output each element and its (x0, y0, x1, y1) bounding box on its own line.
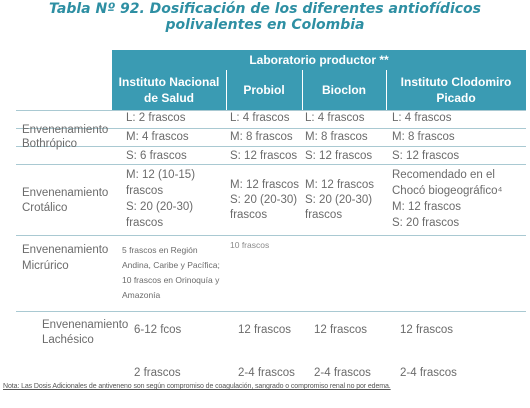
cell-bothropico-probiol-s: S: 12 frascos (230, 150, 298, 162)
cell-bothropico-icp-l: L: 4 frascos (392, 112, 452, 124)
cell-bothropico-bioclon-m: M: 8 frascos (305, 131, 368, 143)
cell-lachesico-probiol: 12 frascos (238, 324, 292, 336)
row-divider (16, 164, 526, 165)
cell-crotalico-probiol-1: M: 12 frascos (230, 179, 300, 191)
cell-bothropico-ins-l: L: 2 frascos (126, 112, 186, 124)
header-col-ins-line1: Instituto Nacional (118, 75, 220, 89)
cell-micrurico-ins-3: 10 frascos en Orinoquía y (122, 275, 220, 285)
cell-lachesico-bioclon: 12 frascos (314, 324, 368, 336)
header-col-probiol-label: Probiol (243, 83, 285, 97)
cell-crotalico-ins-1: M: 12 (10-15) (126, 169, 196, 181)
cell-micrurico-ins-4: Amazonía (122, 290, 161, 300)
row-label-bothropico-2: Bothrópico (22, 138, 77, 150)
cell-micrurico-ins-1: 5 frascos en Región (122, 245, 198, 255)
cell-crotalico-bioclon-2: S: 20 (20-30) (305, 194, 373, 206)
cell-bothropico-icp-m: M: 8 frascos (392, 131, 455, 143)
cell-lachesico-ins: 6-12 fcos (134, 324, 182, 336)
header-col-bioclon-label: Bioclon (322, 83, 366, 97)
title-line-1: Tabla Nº 92. Dosificación de los diferen… (49, 1, 481, 17)
footnote: Nota: Las Dosis Adicionales de antivenen… (3, 383, 391, 390)
row-divider (16, 146, 526, 147)
header-col-icp: Instituto Clodomiro Picado (386, 70, 526, 110)
cell-crotalico-icp-3: M: 12 frascos (392, 201, 462, 213)
row-label-lachesico-1: Envenenamiento (42, 319, 129, 331)
header-laboratorio: Laboratorio productor ** (112, 50, 526, 70)
row-divider (16, 128, 526, 129)
cell-bothropico-bioclon-s: S: 12 frascos (305, 150, 373, 162)
header-col-ins: Instituto Nacional de Salud (112, 70, 226, 110)
row-divider (16, 311, 526, 312)
cell-crotalico-bioclon-1: M: 12 frascos (305, 179, 375, 191)
row-label-lachesico-2: Lachésico (42, 334, 94, 346)
row-label-micrurico-1: Envenenamiento (22, 244, 109, 256)
cell-crotalico-ins-4: frascos (126, 217, 164, 229)
header-col-icp-line1: Instituto Clodomiro (400, 75, 512, 89)
cell-crotalico-probiol-3: frascos (230, 209, 268, 221)
cell-crotalico-ins-2: frascos (126, 185, 164, 197)
row-label-micrurico-2: Micrúrico (22, 260, 69, 272)
header-col-bioclon: Bioclon (302, 70, 386, 110)
row-label-crotalico-1: Envenenamiento (22, 187, 109, 199)
header-col-icp-line2: Picado (436, 91, 476, 105)
cell-bothropico-bioclon-l: L: 4 frascos (305, 112, 365, 124)
header-divider (386, 70, 387, 110)
cell-last-icp: 2-4 frascos (400, 367, 457, 379)
cell-crotalico-bioclon-3: frascos (305, 209, 343, 221)
cell-lachesico-icp: 12 frascos (400, 324, 454, 336)
row-divider (16, 235, 526, 236)
cell-crotalico-icp-4: S: 20 frascos (392, 217, 460, 229)
header-divider (302, 70, 303, 110)
cell-bothropico-probiol-m: M: 8 frascos (230, 131, 293, 143)
header-col-probiol: Probiol (226, 70, 302, 110)
cell-last-ins: 2 frascos (134, 367, 181, 379)
cell-crotalico-icp-2: Chocó biogeográfico⁴ (392, 185, 503, 197)
cell-bothropico-ins-m: M: 4 frascos (126, 131, 189, 143)
cell-micrurico-ins-2: Andina, Caribe y Pacífica; (122, 260, 220, 270)
header-divider (226, 70, 227, 110)
table-title: Tabla Nº 92. Dosificación de los diferen… (0, 1, 530, 33)
cell-crotalico-ins-3: S: 20 (20-30) (126, 201, 194, 213)
cell-bothropico-ins-s: S: 6 frascos (126, 150, 187, 162)
cell-bothropico-icp-s: S: 12 frascos (392, 150, 460, 162)
cell-last-probiol: 2-4 frascos (238, 367, 295, 379)
cell-crotalico-icp-1: Recomendado en el (392, 169, 495, 181)
header-col-ins-line2: de Salud (143, 91, 194, 105)
cell-micrurico-probiol: 10 frascos (230, 240, 270, 250)
row-divider (16, 110, 526, 111)
cell-last-bioclon: 2-4 frascos (314, 367, 371, 379)
cell-crotalico-probiol-2: S: 20 (20-30) (230, 194, 298, 206)
row-label-bothropico-1: Envenenamiento (22, 124, 109, 136)
cell-bothropico-probiol-l: L: 4 frascos (230, 112, 290, 124)
title-line-2: polivalentes en Colombia (165, 17, 365, 33)
row-label-crotalico-2: Crotálico (22, 202, 68, 214)
